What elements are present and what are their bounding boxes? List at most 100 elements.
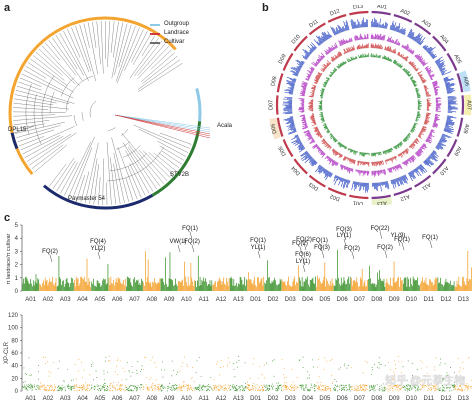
circos-track-bar bbox=[295, 60, 304, 66]
xpclr-point bbox=[383, 386, 385, 388]
xpclr-point bbox=[412, 384, 414, 386]
circos-track-bar bbox=[324, 170, 328, 174]
tree-branch bbox=[52, 37, 83, 81]
circos-track-bar bbox=[417, 135, 422, 139]
circos-track-bar bbox=[347, 47, 351, 52]
xpclr-point bbox=[173, 388, 175, 390]
xpclr-point bbox=[206, 389, 208, 391]
tree-branch bbox=[89, 158, 98, 204]
circos-track-bar bbox=[409, 61, 412, 65]
xpclr-point bbox=[97, 386, 99, 388]
circos-track-bar bbox=[410, 62, 414, 66]
xpclr-point bbox=[195, 387, 197, 389]
xpclr-point bbox=[399, 385, 401, 387]
circos-track-bar bbox=[418, 58, 422, 61]
xpclr-point bbox=[220, 387, 222, 389]
xpclr-point bbox=[237, 366, 239, 368]
xpclr-point bbox=[54, 390, 55, 392]
xpclr-point bbox=[211, 387, 212, 389]
chromosome-label: A01 bbox=[377, 5, 387, 11]
circos-track-bar bbox=[353, 181, 355, 185]
circos-track-bar bbox=[379, 33, 381, 40]
circos-track-bar bbox=[414, 67, 417, 70]
xpclr-point bbox=[309, 377, 310, 379]
circos-track-bar bbox=[407, 158, 412, 164]
xpclr-point bbox=[414, 386, 416, 388]
xpclr-point bbox=[321, 385, 323, 387]
circos-track-bar bbox=[360, 54, 362, 58]
xpclr-point bbox=[167, 390, 168, 392]
tree-branch bbox=[98, 177, 101, 205]
tree-branch bbox=[115, 26, 136, 82]
circos-track-bar bbox=[311, 87, 316, 90]
bottom-chromosome-label: D03 bbox=[285, 396, 297, 402]
circos-track-bar bbox=[398, 63, 402, 67]
circos-track-bar bbox=[300, 114, 305, 116]
circos-track-bar bbox=[283, 118, 294, 121]
circos-track-bar bbox=[301, 89, 306, 91]
xpclr-point bbox=[27, 389, 29, 391]
circos-track-bar bbox=[410, 79, 412, 81]
circos-track-bar bbox=[324, 155, 328, 160]
xpclr-point bbox=[333, 387, 335, 389]
circos-track-bar bbox=[343, 21, 347, 31]
tree-branch bbox=[150, 49, 172, 70]
chromosome-ideogram bbox=[327, 187, 347, 196]
circos-track-bar bbox=[410, 144, 413, 147]
xpclr-point bbox=[255, 387, 257, 389]
circos-track-bar bbox=[339, 40, 342, 46]
circos-track-bar bbox=[338, 40, 342, 46]
circos-track-bar bbox=[357, 24, 359, 28]
circos-track-baseline bbox=[332, 54, 343, 62]
circos-track-bar bbox=[354, 181, 357, 191]
tree-branch bbox=[133, 124, 190, 149]
xpclr-point bbox=[213, 385, 214, 387]
xpclr-point bbox=[205, 390, 207, 392]
xpclr-point bbox=[466, 387, 468, 389]
circos-track-bar bbox=[391, 50, 393, 53]
xpclr-point bbox=[27, 385, 29, 387]
xpclr-point bbox=[297, 386, 299, 388]
circos-track-bar bbox=[397, 63, 400, 66]
circos-track-bar bbox=[399, 29, 402, 33]
selection-annotation-arrow bbox=[302, 264, 306, 273]
circos-track-bar bbox=[411, 144, 413, 146]
selection-annotation-arrow bbox=[401, 242, 405, 251]
xpclr-point bbox=[62, 386, 64, 388]
circos-track-bar bbox=[325, 50, 329, 55]
xpclr-point bbox=[394, 385, 396, 387]
circos-track-bar bbox=[309, 49, 314, 53]
circos-track-bar bbox=[403, 32, 406, 36]
circos-track-bar bbox=[321, 31, 328, 40]
circos-track-bar bbox=[396, 23, 401, 32]
circos-track-bar bbox=[407, 134, 411, 137]
selection-annotation-arrow bbox=[351, 251, 355, 260]
circos-track-bar bbox=[302, 55, 308, 60]
bottom-chromosome-label: D01 bbox=[250, 396, 262, 402]
xpclr-point bbox=[81, 377, 83, 379]
xpclr-point bbox=[458, 388, 460, 390]
xpclr-point bbox=[192, 387, 194, 389]
circos-track-bar bbox=[300, 90, 306, 93]
chromosome-ideogram bbox=[282, 139, 294, 158]
xpclr-point bbox=[452, 386, 454, 388]
circos-track-bar bbox=[282, 111, 293, 114]
xpclr-point bbox=[119, 390, 121, 391]
xpclr-point bbox=[264, 384, 266, 386]
circos-track-bar bbox=[391, 23, 394, 31]
xpclr-point bbox=[78, 389, 80, 391]
circos-track-bar bbox=[410, 130, 412, 132]
xpclr-point bbox=[327, 386, 329, 388]
circos-track-bar bbox=[439, 139, 446, 143]
xpclr-point bbox=[198, 384, 200, 386]
xpclr-point bbox=[252, 389, 254, 391]
xpclr-point bbox=[226, 363, 228, 365]
circos-track-bar bbox=[425, 159, 433, 166]
circos-track-bar bbox=[406, 135, 408, 137]
xpclr-point bbox=[164, 386, 166, 388]
circos-track-bar bbox=[321, 120, 325, 123]
xpclr-point bbox=[175, 374, 177, 375]
circos-track-bar bbox=[325, 142, 328, 144]
circos-track-bar bbox=[428, 155, 434, 161]
xpclr-point bbox=[175, 384, 177, 386]
